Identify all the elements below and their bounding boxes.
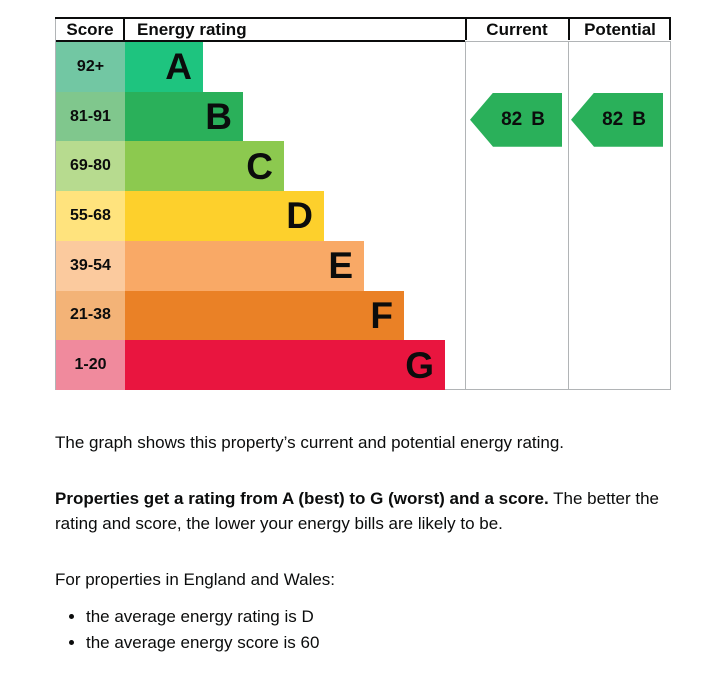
rating-bar-b: B [125, 91, 243, 142]
current-score: 82 [501, 108, 523, 130]
rating-row-d: 55-68 D [56, 191, 668, 241]
score-range-c: 69-80 [56, 141, 125, 192]
column-header-score: Score [66, 19, 114, 39]
average-rating-item: the average energy rating is D [86, 604, 695, 630]
rating-letter: B [205, 96, 232, 138]
column-line-potential-left [568, 42, 569, 389]
potential-score: 82 [602, 108, 624, 130]
score-range-f: 21-38 [56, 290, 125, 341]
energy-rating-chart: Score Energy rating Current Potential 92… [55, 17, 671, 390]
column-header-current: Current [486, 19, 548, 39]
header-right-border [669, 19, 671, 40]
chart-top-border [55, 17, 671, 19]
rating-letter: D [286, 195, 313, 237]
rating-row-e: 39-54 E [56, 240, 668, 291]
score-range-d: 55-68 [56, 191, 125, 241]
chart-caption: The graph shows this property’s current … [55, 433, 565, 452]
score-range-a: 92+ [56, 42, 125, 92]
column-header-energy-rating: Energy rating [137, 19, 247, 39]
average-score-item: the average energy score is 60 [86, 630, 695, 656]
chart-left-border [55, 19, 56, 390]
header-divider-score-energy [123, 19, 125, 40]
rating-bar-f: F [125, 290, 404, 341]
header-underline-left [55, 40, 465, 42]
score-range-e: 39-54 [56, 240, 125, 291]
rating-row-g: 1-20 G [56, 340, 668, 390]
rating-letter: E [328, 245, 353, 287]
current-rating-arrow: 82 B [470, 92, 562, 147]
average-stats-list: the average energy rating is D the avera… [55, 604, 695, 656]
rating-row-b: 81-91 B [56, 91, 668, 142]
rating-explanation: Properties get a rating from A (best) to… [55, 486, 700, 536]
england-wales-intro: For properties in England and Wales: [55, 570, 336, 589]
header-underline-right [465, 41, 671, 42]
rating-bar-e: E [125, 240, 364, 291]
rating-bar-a: A [125, 42, 203, 92]
score-range-g: 1-20 [56, 340, 125, 390]
rating-bands: 92+ A 81-91 B 69-80 C 55-68 D 39-54 E 21-38 F 1-20 G [56, 42, 668, 390]
column-header-potential: Potential [584, 19, 656, 39]
rating-bar-c: C [125, 141, 284, 192]
rating-explanation-bold: Properties get a rating from A (best) to… [55, 489, 549, 508]
rating-explanation-rest: The better the rating and score, the low… [55, 489, 659, 533]
current-rating-letter: B [531, 108, 545, 130]
potential-rating-letter: B [632, 108, 646, 130]
header-divider-energy-current [465, 19, 467, 40]
column-line-right [670, 42, 671, 389]
rating-row-c: 69-80 C [56, 141, 668, 192]
rating-bar-g: G [125, 340, 445, 390]
rating-letter: A [165, 46, 192, 88]
rating-bar-d: D [125, 191, 324, 241]
header-divider-current-potential [568, 19, 570, 40]
rating-row-a: 92+ A [56, 42, 668, 92]
rating-letter: F [370, 294, 393, 336]
rating-row-f: 21-38 F [56, 290, 668, 341]
rating-letter: C [246, 145, 273, 187]
rating-letter: G [405, 344, 434, 386]
score-range-b: 81-91 [56, 91, 125, 142]
column-line-current-left [465, 42, 466, 389]
